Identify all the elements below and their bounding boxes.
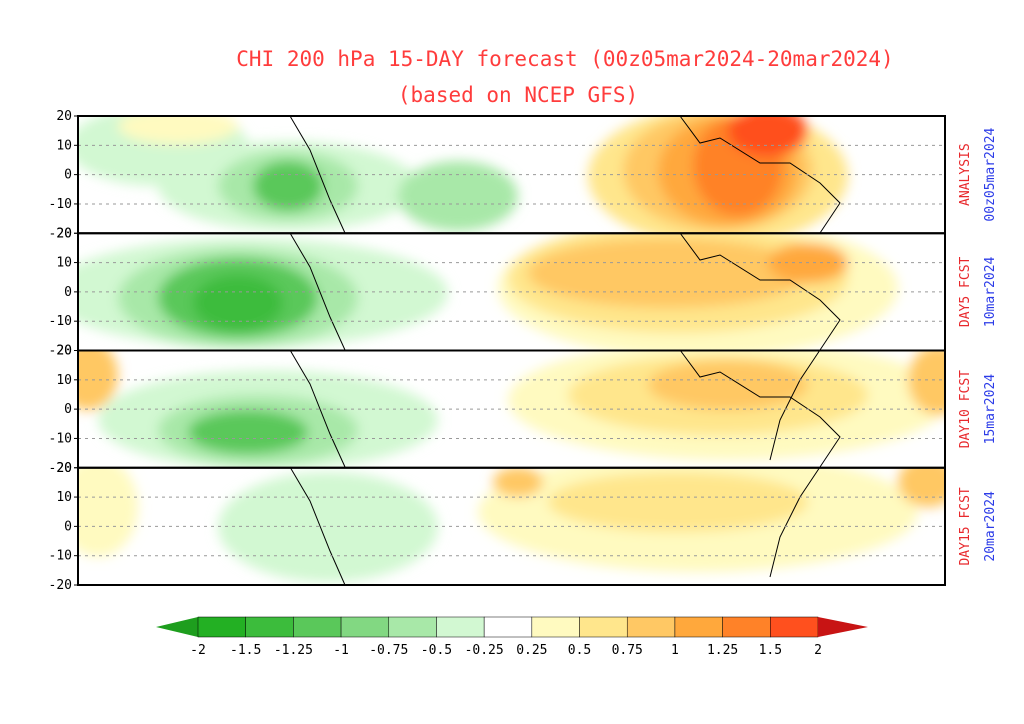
- y-tick-label: -20: [49, 226, 72, 241]
- field-panel-0: [78, 116, 848, 233]
- panels: 20 10 0 -10 -20 ANALYSIS 00z05mar2024 20 10 0 -10 -…: [49, 109, 998, 593]
- colorbar-label: -1.25: [274, 643, 313, 658]
- colorbar-box: [197, 616, 246, 638]
- field-panel-2: [78, 350, 945, 467]
- colorbar-box: [579, 616, 628, 638]
- y-tick-label: 10: [56, 256, 72, 271]
- y-tick-label: 0: [64, 168, 72, 183]
- title-line-1: CHI 200 hPa 15-DAY forecast (00z05mar202…: [236, 47, 893, 71]
- colorbar: -2 -1.5 -1.25 -1 -0.75 -0.5 -0.25 0.25 0.5 0.75 1 1…: [156, 616, 868, 658]
- panel-label: DAY15 FCST: [958, 487, 973, 565]
- colorbar-label: -2: [190, 643, 206, 658]
- colorbar-label: -0.25: [465, 643, 504, 658]
- y-tick-label: -10: [49, 549, 72, 564]
- y-tick-label: -10: [49, 431, 72, 446]
- colorbar-label: 0.5: [568, 643, 591, 658]
- panel-date: 10mar2024: [983, 256, 998, 327]
- colorbar-label: 1: [671, 643, 679, 658]
- colorbar-arrow-low: [156, 617, 198, 637]
- colorbar-label: 0.25: [516, 643, 547, 658]
- colorbar-box: [674, 616, 723, 638]
- y-tick-label: -20: [49, 461, 72, 476]
- colorbar-box: [388, 616, 437, 638]
- colorbar-box: [293, 616, 342, 638]
- y-tick-label: 0: [64, 519, 72, 534]
- y-tick-label: -20: [49, 344, 72, 359]
- y-tick-label: 0: [64, 402, 72, 417]
- coastlines: [289, 115, 841, 586]
- colorbar-box: [245, 616, 294, 638]
- panel-label: DAY5 FCST: [958, 256, 973, 327]
- y-tick-label: 0: [64, 285, 72, 300]
- colorbar-box: [722, 616, 771, 638]
- y-tick-label: 20: [56, 344, 72, 359]
- y-tick-label: -10: [49, 314, 72, 329]
- y-tick-label: 10: [56, 138, 72, 153]
- y-tick-label: -20: [49, 578, 72, 593]
- colorbar-arrow-high: [818, 617, 868, 637]
- y-tick-label: 20: [56, 226, 72, 241]
- colorbar-label: 2: [814, 643, 822, 658]
- panel-label: ANALYSIS: [958, 143, 973, 206]
- panel-label: DAY10 FCST: [958, 370, 973, 448]
- colorbar-label: -1: [333, 643, 349, 658]
- y-tick-label: 10: [56, 373, 72, 388]
- y-tick-label: 20: [56, 109, 72, 124]
- panel-date: 20mar2024: [983, 491, 998, 562]
- panel-date: 15mar2024: [983, 374, 998, 445]
- colorbar-label: 0.75: [612, 643, 643, 658]
- panel-frame: [77, 466, 946, 586]
- colorbar-box: [340, 616, 390, 638]
- title-line-2: (based on NCEP GFS): [398, 83, 638, 107]
- colorbar-box: [626, 616, 676, 638]
- panel-date: 00z05mar2024: [983, 127, 998, 221]
- colorbar-label: -0.75: [369, 643, 408, 658]
- colorbar-box: [436, 616, 485, 638]
- colorbar-label: -1.5: [230, 643, 261, 658]
- colorbar-label: -0.5: [421, 643, 452, 658]
- colorbar-label: 1.5: [759, 643, 782, 658]
- y-tick-label: 10: [56, 490, 72, 505]
- field-panel-1: [78, 233, 898, 350]
- colorbar-label: 1.25: [707, 643, 738, 658]
- y-tick-label: -10: [49, 197, 72, 212]
- y-tick-label: 20: [56, 461, 72, 476]
- colorbar-box: [770, 616, 819, 638]
- colorbar-box: [531, 616, 580, 638]
- field-panel-3: [78, 467, 945, 582]
- colorbar-box: [483, 616, 533, 638]
